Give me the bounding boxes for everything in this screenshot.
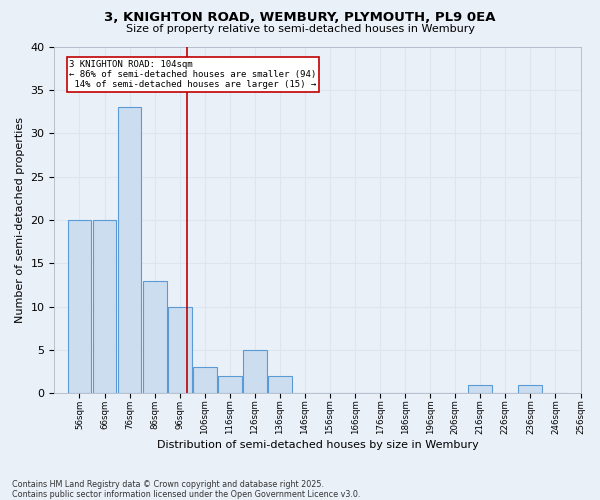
Text: 3, KNIGHTON ROAD, WEMBURY, PLYMOUTH, PL9 0EA: 3, KNIGHTON ROAD, WEMBURY, PLYMOUTH, PL9… [104, 11, 496, 24]
Text: 3 KNIGHTON ROAD: 104sqm
← 86% of semi-detached houses are smaller (94)
 14% of s: 3 KNIGHTON ROAD: 104sqm ← 86% of semi-de… [70, 60, 317, 90]
Bar [518, 384, 542, 394]
Bar [168, 306, 191, 394]
Bar [469, 384, 492, 394]
X-axis label: Distribution of semi-detached houses by size in Wembury: Distribution of semi-detached houses by … [157, 440, 478, 450]
Y-axis label: Number of semi-detached properties: Number of semi-detached properties [15, 117, 25, 323]
Text: Contains public sector information licensed under the Open Government Licence v3: Contains public sector information licen… [12, 490, 361, 499]
Bar [118, 107, 142, 394]
Bar [92, 220, 116, 394]
Bar [68, 220, 91, 394]
Text: Contains HM Land Registry data © Crown copyright and database right 2025.: Contains HM Land Registry data © Crown c… [12, 480, 324, 489]
Bar [218, 376, 242, 394]
Bar [193, 368, 217, 394]
Bar [143, 280, 167, 394]
Bar [243, 350, 267, 394]
Text: Size of property relative to semi-detached houses in Wembury: Size of property relative to semi-detach… [125, 24, 475, 34]
Bar [268, 376, 292, 394]
